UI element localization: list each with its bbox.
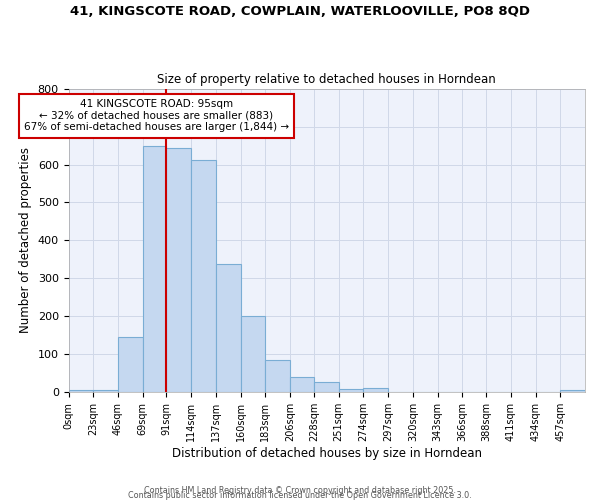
Title: Size of property relative to detached houses in Horndean: Size of property relative to detached ho… xyxy=(157,73,496,86)
Bar xyxy=(118,338,143,392)
Text: 41 KINGSCOTE ROAD: 95sqm
← 32% of detached houses are smaller (883)
67% of semi-: 41 KINGSCOTE ROAD: 95sqm ← 32% of detach… xyxy=(24,99,289,132)
Text: Contains public sector information licensed under the Open Government Licence 3.: Contains public sector information licen… xyxy=(128,491,472,500)
Bar xyxy=(216,264,241,392)
Text: Contains HM Land Registry data © Crown copyright and database right 2025.: Contains HM Land Registry data © Crown c… xyxy=(144,486,456,495)
Bar xyxy=(560,390,585,392)
Bar xyxy=(314,382,338,392)
Text: 41, KINGSCOTE ROAD, COWPLAIN, WATERLOOVILLE, PO8 8QD: 41, KINGSCOTE ROAD, COWPLAIN, WATERLOOVI… xyxy=(70,5,530,18)
Bar xyxy=(93,390,118,392)
Bar xyxy=(364,388,388,392)
Bar xyxy=(68,390,93,392)
Bar xyxy=(191,160,216,392)
Bar xyxy=(338,388,364,392)
Bar xyxy=(241,316,265,392)
Bar xyxy=(265,360,290,392)
Y-axis label: Number of detached properties: Number of detached properties xyxy=(19,148,32,334)
Bar xyxy=(143,146,166,392)
X-axis label: Distribution of detached houses by size in Horndean: Distribution of detached houses by size … xyxy=(172,447,482,460)
Bar xyxy=(290,377,314,392)
Bar xyxy=(166,148,191,392)
